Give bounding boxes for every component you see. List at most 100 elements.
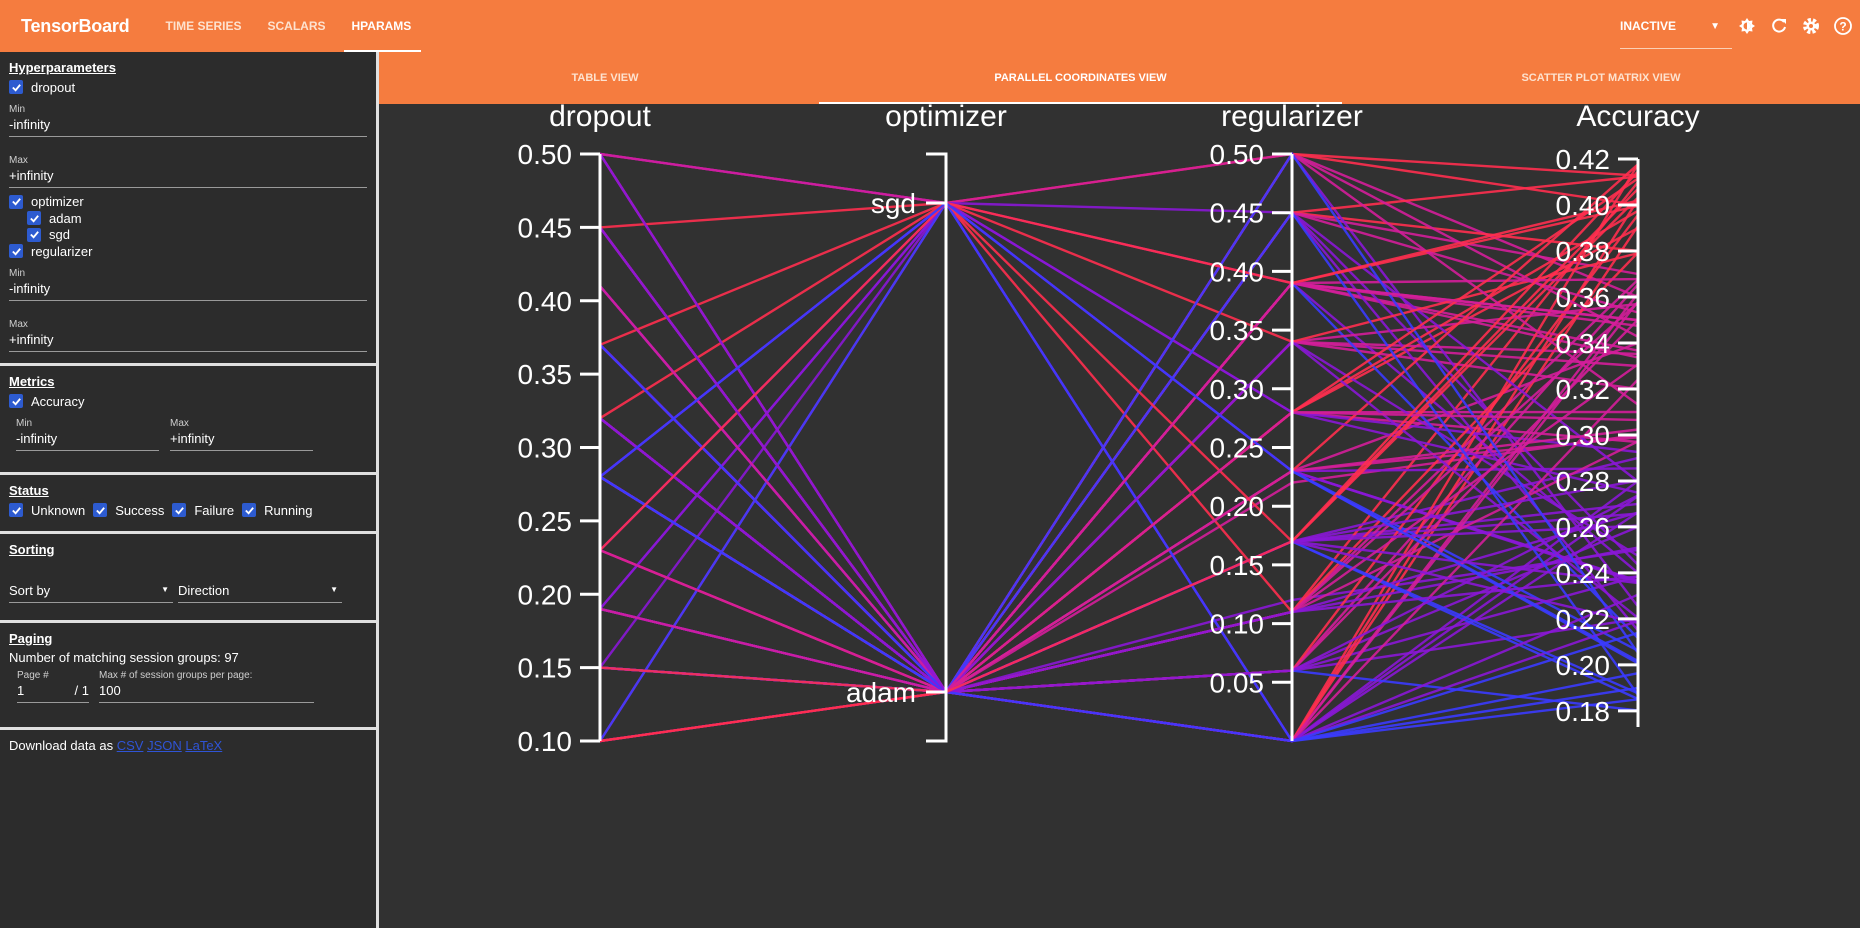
session-group-line[interactable] <box>599 343 1639 743</box>
download-text: Download data as <box>9 738 114 753</box>
tick-label: 0.45 <box>1210 198 1265 229</box>
optimizer-checkbox[interactable]: optimizer <box>9 194 84 210</box>
hyperparameters-section: Hyperparameters dropout Min -infinity Ma… <box>0 52 376 366</box>
tab-scalars[interactable]: SCALARS <box>267 19 326 33</box>
hyperparameters-title: Hyperparameters <box>9 60 116 75</box>
checkbox-checked-icon <box>27 211 41 225</box>
tab-time-series[interactable]: TIME SERIES <box>165 19 242 33</box>
metrics-title: Metrics <box>9 374 55 389</box>
status-success-label: Success <box>115 502 165 518</box>
session-group-line[interactable] <box>599 199 1639 552</box>
session-group-line[interactable] <box>599 226 1639 694</box>
session-group-line[interactable] <box>599 548 1639 694</box>
optimizer-label: optimizer <box>31 194 84 209</box>
tab-hparams[interactable]: HPARAMS <box>343 0 422 52</box>
status-dropdown[interactable]: INACTIVE ▼ <box>1620 8 1732 49</box>
session-group-line[interactable] <box>599 201 1639 614</box>
main-panel: TABLE VIEW PARALLEL COORDINATES VIEW SCA… <box>379 52 1860 928</box>
tick-label: 0.32 <box>1556 374 1611 405</box>
dropout-label: dropout <box>31 79 76 95</box>
axis-line[interactable] <box>926 152 948 743</box>
tick-label: adam <box>846 677 916 708</box>
regularizer-max-input[interactable]: +infinity <box>9 330 367 352</box>
tick-label: 0.18 <box>1556 696 1611 727</box>
accuracy-max-input[interactable]: +infinity <box>170 429 313 451</box>
matching-groups-count: Number of matching session groups: 97 <box>9 650 239 665</box>
view-tab-bar: TABLE VIEW PARALLEL COORDINATES VIEW SCA… <box>379 52 1860 104</box>
regularizer-checkbox[interactable]: regularizer <box>9 243 92 259</box>
tick-label: 0.15 <box>1210 550 1265 581</box>
regularizer-max-label: Max <box>9 318 28 330</box>
per-page-label: Max # of session groups per page: <box>99 670 253 681</box>
accuracy-min-input[interactable]: -infinity <box>16 429 159 451</box>
sort-by-select[interactable]: Sort by ▼ <box>9 581 173 603</box>
direction-select[interactable]: Direction ▼ <box>178 581 342 603</box>
tab-scatter-plot-matrix-view[interactable]: SCATTER PLOT MATRIX VIEW <box>1521 72 1681 84</box>
status-running-checkbox[interactable]: Running <box>242 502 313 518</box>
app-title: TensorBoard <box>21 15 130 36</box>
tick-label: 0.35 <box>1210 315 1265 346</box>
page-number-label: Page # <box>17 670 49 681</box>
status-unknown-checkbox[interactable]: Unknown <box>9 502 85 518</box>
status-failure-checkbox[interactable]: Failure <box>172 502 234 518</box>
checkbox-checked-icon <box>9 244 23 258</box>
tab-parallel-coordinates-view[interactable]: PARALLEL COORDINATES VIEW <box>819 52 1342 104</box>
session-group-line[interactable] <box>599 170 1639 743</box>
settings-icon[interactable] <box>1801 16 1821 36</box>
session-group-line[interactable] <box>599 201 1639 420</box>
tick-label: 0.40 <box>1556 190 1611 221</box>
dropdown-caret-icon: ▼ <box>161 585 169 594</box>
axis-title: Accuracy <box>1576 104 1699 133</box>
dropout-checkbox[interactable]: dropout <box>9 79 75 95</box>
tick-label: 0.10 <box>1210 609 1265 640</box>
optimizer-sgd-label: sgd <box>49 227 70 242</box>
tick-label: 0.05 <box>1210 667 1265 698</box>
session-group-line[interactable] <box>599 201 1639 665</box>
session-group-line[interactable] <box>599 187 1639 544</box>
optimizer-adam-checkbox[interactable]: adam <box>27 210 82 226</box>
filter-sidebar: Hyperparameters dropout Min -infinity Ma… <box>0 52 379 928</box>
download-latex-link[interactable]: LaTeX <box>185 738 223 753</box>
tab-table-view[interactable]: TABLE VIEW <box>571 72 639 84</box>
parallel-coordinates-plot[interactable]: dropout 0.50 0.45 0.40 0.35 0.30 0.25 0.20 0.15 0… <box>379 104 1860 928</box>
per-page-input[interactable]: 100 <box>99 681 314 703</box>
tick-label: 0.25 <box>1210 433 1265 464</box>
accuracy-max-label: Max <box>170 417 189 429</box>
tick-label: 0.38 <box>1556 236 1611 267</box>
tick-label: 0.40 <box>518 286 573 317</box>
axis-title: optimizer <box>885 104 1007 133</box>
status-unknown-label: Unknown <box>31 502 86 518</box>
session-group-line[interactable] <box>599 417 1639 694</box>
accuracy-label: Accuracy <box>31 393 85 409</box>
status-running-label: Running <box>264 502 313 518</box>
download-csv-link[interactable]: CSV <box>116 738 144 753</box>
help-icon[interactable]: ? <box>1833 16 1853 36</box>
page-number-input[interactable]: 1 <box>17 681 72 703</box>
optimizer-sgd-checkbox[interactable]: sgd <box>27 227 70 243</box>
tick-label: 0.42 <box>1556 144 1611 175</box>
direction-placeholder: Direction <box>178 583 230 598</box>
download-json-link[interactable]: JSON <box>147 738 182 753</box>
session-group-line[interactable] <box>599 686 1639 743</box>
session-group-line[interactable] <box>599 277 1639 694</box>
regularizer-min-input[interactable]: -infinity <box>9 279 367 301</box>
checkbox-checked-icon <box>9 394 23 408</box>
dropout-min-input[interactable]: -infinity <box>9 115 367 137</box>
session-group-line[interactable] <box>599 201 1639 483</box>
session-group-line[interactable] <box>598 200 1639 743</box>
tick-label: 0.22 <box>1556 604 1611 635</box>
checkbox-checked-icon <box>9 503 23 517</box>
series-lines <box>598 151 1640 743</box>
sort-by-placeholder: Sort by <box>9 583 51 598</box>
dropout-max-input[interactable]: +infinity <box>9 166 367 188</box>
status-success-checkbox[interactable]: Success <box>93 502 164 518</box>
tick-label: 0.25 <box>518 506 573 537</box>
regularizer-label: regularizer <box>31 243 93 259</box>
tick-label: 0.10 <box>518 726 573 757</box>
refresh-icon[interactable] <box>1769 16 1789 36</box>
brightness-icon[interactable] <box>1737 16 1757 36</box>
paging-title: Paging <box>9 631 53 646</box>
checkbox-checked-icon <box>172 503 187 517</box>
tick-label: sgd <box>871 188 916 219</box>
accuracy-checkbox[interactable]: Accuracy <box>9 393 84 409</box>
